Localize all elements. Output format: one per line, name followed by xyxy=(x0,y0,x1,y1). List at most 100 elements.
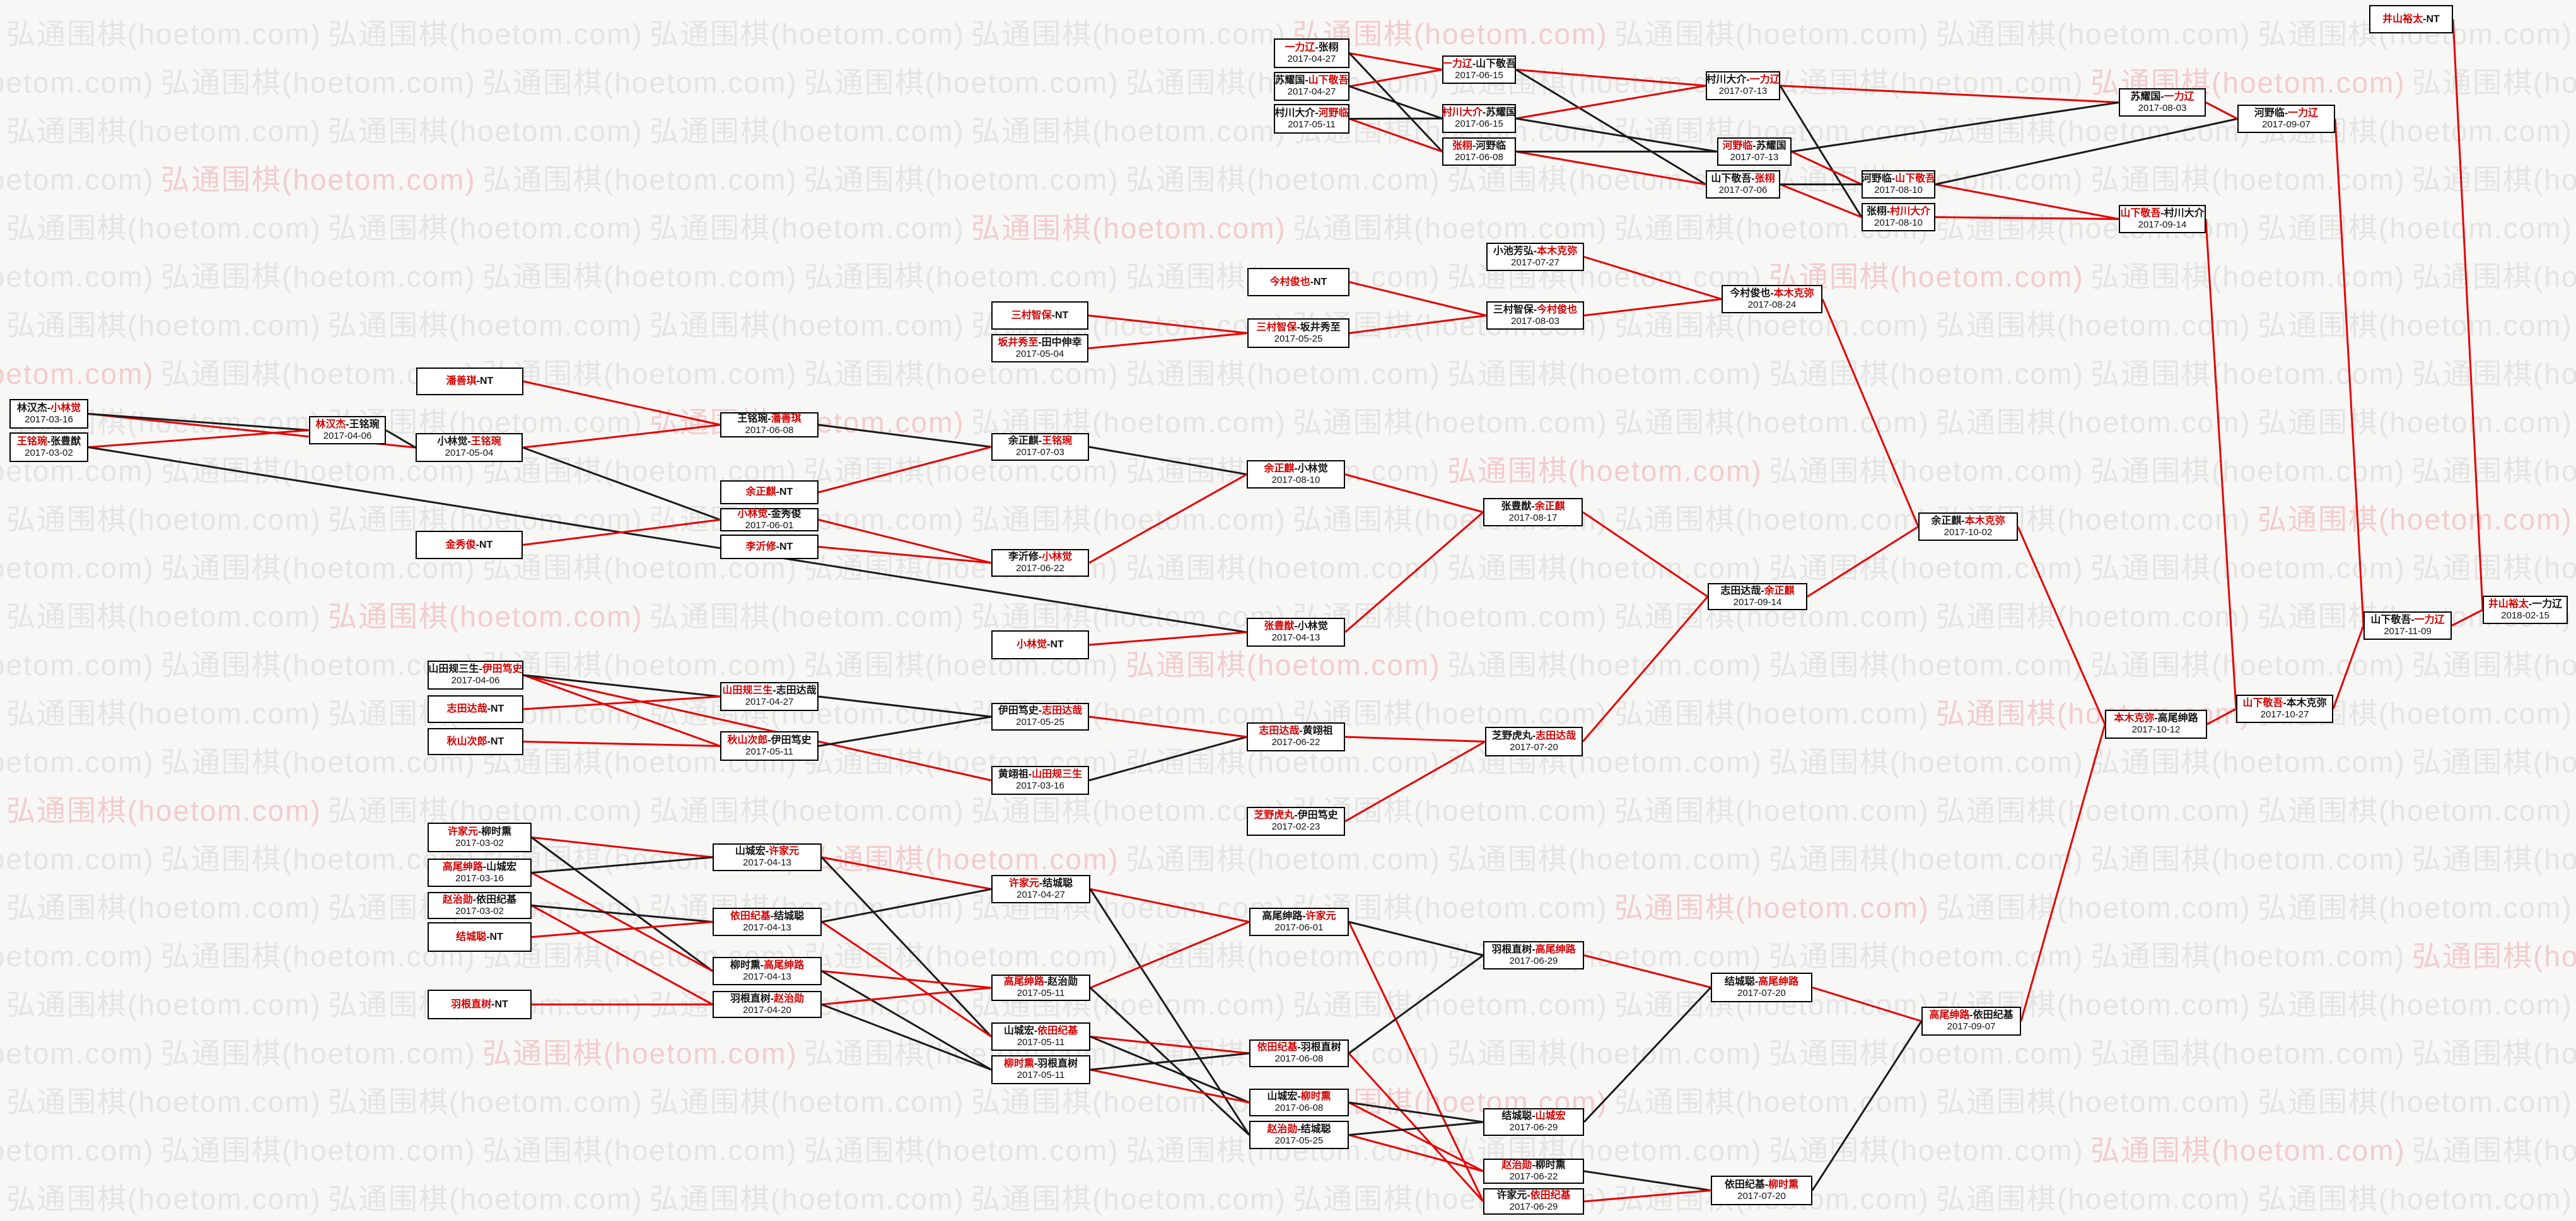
match-players: 张豊猷-小林觉 xyxy=(1264,621,1327,632)
match-node[interactable]: 结城聪-山城宏 2017-06-29 xyxy=(1483,1108,1584,1136)
match-node[interactable]: 小林觉-NT xyxy=(991,630,1089,659)
match-node[interactable]: 结城聪-高尾绅路 2017-07-20 xyxy=(1711,973,1812,1002)
match-node[interactable]: 赵治勋-柳时熏 2017-06-22 xyxy=(1483,1159,1584,1184)
match-node[interactable]: 依田纪基-柳时熏 2017-07-20 xyxy=(1711,1176,1812,1205)
match-node[interactable]: 河野临-苏耀国 2017-07-13 xyxy=(1717,137,1792,166)
match-node[interactable]: 羽根直树-NT xyxy=(428,990,532,1019)
match-node[interactable]: 余正麒-本木克弥 2017-10-02 xyxy=(1918,512,2018,541)
watermark-text: 弘通围棋(hoetom.com) xyxy=(1447,357,1763,390)
match-node[interactable]: 山下敬吾-村川大介 2017-09-14 xyxy=(2119,205,2206,233)
match-date: 2017-05-25 xyxy=(1274,1135,1324,1146)
match-node[interactable]: 潘善琪-NT xyxy=(416,367,523,395)
match-node[interactable]: 羽根直树-高尾绅路 2017-06-29 xyxy=(1483,941,1584,969)
match-node[interactable]: 王铭琬-潘善琪 2017-06-08 xyxy=(720,412,819,437)
player-name-loser: 村川大介 xyxy=(1706,74,1747,86)
match-node[interactable]: 苏耀国-一力辽 2017-08-03 xyxy=(2119,88,2206,117)
match-node[interactable]: 秋山次郎-伊田笃史 2017-05-11 xyxy=(720,731,819,761)
match-node[interactable]: 林汉杰-小林觉 2017-03-16 xyxy=(9,399,88,429)
match-node[interactable]: 本木克弥-高尾绅路 2017-10-12 xyxy=(2105,710,2207,739)
match-node[interactable]: 赵治勋-结城聪 2017-05-25 xyxy=(1249,1121,1349,1149)
match-node[interactable]: 苏耀国-山下敬吾 2017-04-27 xyxy=(1274,72,1349,101)
match-node[interactable]: 村川大介-苏耀国 2017-06-15 xyxy=(1442,104,1516,133)
match-node[interactable]: 李沂修-小林觉 2017-06-22 xyxy=(991,549,1089,577)
match-node[interactable]: 三村智保-坂井秀至 2017-05-25 xyxy=(1247,318,1349,348)
match-node[interactable]: 高尾绅路-赵治勋 2017-05-11 xyxy=(991,975,1090,1001)
match-node[interactable]: 三村智保-NT xyxy=(991,301,1088,330)
match-node[interactable]: 山下敬吾-本木克弥 2017-10-27 xyxy=(2236,695,2333,723)
player-name-winner: 王铭琬 xyxy=(16,436,47,447)
match-node[interactable]: 志田达哉-黄翊祖 2017-06-22 xyxy=(1247,722,1345,751)
match-players: 黄翊祖-山田规三生 xyxy=(998,769,1082,780)
match-node[interactable]: 山城宏-许家元 2017-04-13 xyxy=(713,843,822,871)
match-node[interactable]: 河野临-一力辽 2017-09-07 xyxy=(2237,105,2335,133)
match-players: 许家元-柳时熏 xyxy=(448,826,511,838)
match-node[interactable]: 依田纪基-结城聪 2017-04-13 xyxy=(713,908,822,936)
match-node[interactable]: 志田达哉-NT xyxy=(428,695,523,723)
winner-advance-line xyxy=(1515,84,1706,120)
match-players: 小林觉-王铭琬 xyxy=(437,436,501,448)
match-node[interactable]: 高尾绅路-依田纪基 2017-09-07 xyxy=(1921,1007,2021,1036)
match-node[interactable]: 张栩-河野临 2017-06-08 xyxy=(1442,137,1516,166)
players-separator: - xyxy=(2284,107,2288,119)
match-node[interactable]: 高尾绅路-山城宏 2017-03-16 xyxy=(428,859,532,887)
player-name-winner: 王铭琬 xyxy=(470,436,501,448)
match-node[interactable]: 井山裕太-NT xyxy=(2369,5,2453,33)
match-node[interactable]: 赵治勋-依田纪基 2017-03-02 xyxy=(428,892,532,919)
match-node[interactable]: 井山裕太-一力辽 2018-02-15 xyxy=(2483,596,2568,624)
match-node[interactable]: 林汉杰-王铭琬 2017-04-06 xyxy=(309,416,386,444)
watermark-text: 弘通围棋(hoetom.com) xyxy=(971,115,1286,148)
match-node[interactable]: 山城宏-依田纪基 2017-05-11 xyxy=(991,1022,1090,1051)
match-node[interactable]: 山田规三生-志田达哉 2017-04-27 xyxy=(720,682,819,711)
match-node[interactable]: 柳时熏-羽根直树 2017-05-11 xyxy=(991,1055,1090,1084)
match-node[interactable]: 秋山次郎-NT xyxy=(428,728,523,755)
player-name-winner: 依田纪基 xyxy=(730,910,771,922)
match-node[interactable]: 柳时熏-高尾绅路 2017-04-13 xyxy=(713,957,822,985)
match-node[interactable]: 羽根直树-赵治勋 2017-04-20 xyxy=(713,991,822,1018)
match-node[interactable]: 今村俊也-本木克弥 2017-08-24 xyxy=(1722,285,1822,313)
match-node[interactable]: 结城聪-NT xyxy=(428,922,532,952)
match-node[interactable]: 三村智保-今村俊也 2017-08-03 xyxy=(1486,301,1584,330)
match-node[interactable]: 山田规三生-伊田笃史 2017-04-06 xyxy=(428,661,523,690)
match-players: 柳时熏-羽根直树 xyxy=(1004,1058,1078,1070)
players-separator: - xyxy=(1886,205,1891,217)
match-node[interactable]: 小池芳弘-本木克弥 2017-07-27 xyxy=(1486,243,1584,271)
match-node[interactable]: 张豊猷-小林觉 2017-04-13 xyxy=(1247,618,1345,647)
loser-advance-line xyxy=(821,970,992,1071)
match-node[interactable]: 许家元-结城聪 2017-04-27 xyxy=(991,875,1090,903)
match-node[interactable]: 芝野虎丸-伊田笃史 2017-02-23 xyxy=(1247,807,1345,836)
match-node[interactable]: 山下敬吾-张栩 2017-07-06 xyxy=(1706,170,1780,199)
player-name-winner: 志田达哉 xyxy=(1536,730,1576,741)
match-node[interactable]: 黄翊祖-山田规三生 2017-03-16 xyxy=(991,766,1089,795)
match-node[interactable]: 一力辽-张栩 2017-04-27 xyxy=(1274,38,1349,68)
match-players: 高尾绅路-依田纪基 xyxy=(1929,1010,2013,1021)
match-node[interactable]: 金秀俊-NT xyxy=(416,531,523,559)
match-node[interactable]: 小林觉-王铭琬 2017-05-04 xyxy=(416,433,523,462)
match-players: 井山裕太-NT xyxy=(2382,14,2440,25)
match-node[interactable]: 许家元-柳时熏 2017-03-02 xyxy=(428,823,532,852)
match-node[interactable]: 伊田笃史-志田达哉 2017-05-25 xyxy=(991,703,1089,731)
match-node[interactable]: 余正麒-NT xyxy=(720,480,819,504)
match-node[interactable]: 今村俊也-NT xyxy=(1247,268,1349,296)
match-node[interactable]: 余正麒-小林觉 2017-08-10 xyxy=(1247,460,1345,489)
match-node[interactable]: 小林觉-金秀俊 2017-06-01 xyxy=(720,508,819,531)
watermark-text: 弘通围棋(hoetom.com) xyxy=(328,600,643,633)
match-node[interactable]: 山下敬吾-一力辽 2017-11-09 xyxy=(2363,611,2452,640)
match-node[interactable]: 余正麒-王铭琬 2017-07-03 xyxy=(991,433,1089,461)
winner-advance-line xyxy=(1088,332,1248,349)
match-node[interactable]: 张豊猷-余正麒 2017-08-17 xyxy=(1483,498,1583,526)
match-node[interactable]: 王铭琬-张豊猷 2017-03-02 xyxy=(9,432,88,462)
match-node[interactable]: 张栩-村川大介 2017-08-10 xyxy=(1862,203,1935,231)
match-node[interactable]: 许家元-依田纪基 2017-06-29 xyxy=(1483,1188,1584,1215)
match-node[interactable]: 志田达哉-余正麒 2017-09-14 xyxy=(1708,583,1807,610)
match-node[interactable]: 高尾绅路-许家元 2017-06-01 xyxy=(1249,908,1349,936)
match-node[interactable]: 坂井秀至-田中伸幸 2017-05-04 xyxy=(991,334,1088,362)
match-node[interactable]: 芝野虎丸-志田达哉 2017-07-20 xyxy=(1485,727,1583,756)
match-node[interactable]: 村川大介-一力辽 2017-07-13 xyxy=(1706,71,1780,100)
players-separator: - xyxy=(1028,769,1032,780)
match-node[interactable]: 依田纪基-羽根直树 2017-06-08 xyxy=(1249,1039,1349,1067)
match-node[interactable]: 李沂修-NT xyxy=(720,535,819,559)
match-node[interactable]: 山城宏-柳时熏 2017-06-08 xyxy=(1249,1089,1349,1116)
match-node[interactable]: 河野临-山下敬吾 2017-08-10 xyxy=(1862,170,1935,199)
match-node[interactable]: 村川大介-河野临 2017-05-11 xyxy=(1274,104,1349,134)
match-node[interactable]: 一力辽-山下敬吾 2017-06-15 xyxy=(1442,55,1516,84)
